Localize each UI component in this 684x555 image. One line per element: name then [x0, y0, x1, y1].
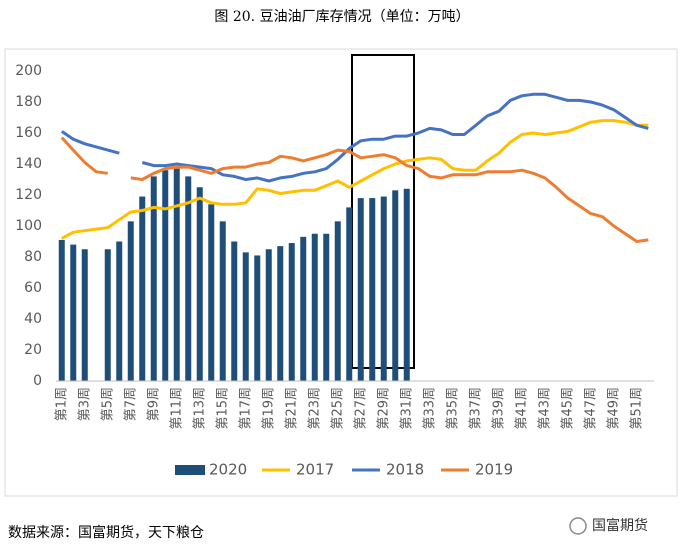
y-tick-label: 140 — [15, 156, 42, 172]
legend-label: 2017 — [296, 461, 334, 479]
bar — [277, 246, 284, 381]
x-tick-label: 第49周 — [606, 387, 621, 430]
x-tick-label: 第17周 — [238, 387, 253, 430]
x-tick-label: 第45周 — [560, 387, 575, 430]
x-tick-label: 第19周 — [261, 387, 276, 430]
x-tick-label: 第51周 — [629, 387, 644, 430]
y-tick-label: 60 — [24, 280, 42, 296]
bar — [127, 221, 134, 381]
x-tick-label: 第3周 — [77, 387, 92, 421]
bar — [254, 255, 261, 381]
bar — [300, 236, 307, 381]
x-tick-label: 第31周 — [399, 387, 414, 430]
bar — [288, 243, 295, 381]
y-tick-label: 100 — [15, 218, 42, 234]
y-tick-label: 20 — [24, 342, 42, 358]
bar — [242, 252, 249, 381]
x-tick-label: 第7周 — [123, 387, 138, 421]
legend-label: 2020 — [209, 461, 247, 479]
x-tick-label: 第41周 — [514, 387, 529, 430]
x-tick-label: 第1周 — [54, 387, 69, 421]
x-tick-label: 第13周 — [192, 387, 207, 430]
bar — [380, 196, 387, 381]
bar — [150, 176, 157, 381]
x-tick-label: 第47周 — [583, 387, 598, 430]
line-series — [60, 92, 649, 183]
y-tick-label: 120 — [15, 187, 42, 203]
legend-label: 2018 — [386, 461, 424, 479]
bar — [265, 249, 272, 381]
bar — [369, 198, 376, 381]
y-tick-label: 0 — [33, 373, 42, 389]
bar — [334, 221, 341, 381]
x-tick-label: 第11周 — [169, 387, 184, 430]
x-tick-label: 第25周 — [330, 387, 345, 430]
x-tick-label: 第27周 — [353, 387, 368, 430]
x-tick-label: 第9周 — [146, 387, 161, 421]
bar — [346, 207, 353, 381]
bar — [231, 241, 238, 381]
x-tick-label: 第33周 — [422, 387, 437, 430]
x-tick-label: 第29周 — [376, 387, 391, 430]
logo-icon — [569, 517, 587, 535]
bar — [219, 221, 226, 381]
bar — [323, 233, 330, 381]
bar — [208, 204, 215, 381]
bar — [311, 233, 318, 381]
x-tick-label: 第15周 — [215, 387, 230, 430]
bar — [139, 196, 146, 381]
x-tick-label: 第37周 — [468, 387, 483, 430]
x-tick-label: 第35周 — [445, 387, 460, 430]
bar — [185, 176, 192, 381]
line-series — [61, 119, 649, 240]
x-tick-label: 第5周 — [100, 387, 115, 421]
bar — [70, 244, 77, 381]
y-tick-label: 40 — [24, 311, 42, 327]
y-tick-label: 180 — [15, 94, 42, 110]
x-tick-label: 第39周 — [491, 387, 506, 430]
x-tick-label: 第21周 — [284, 387, 299, 430]
chart-frame — [4, 48, 678, 497]
bar — [357, 198, 364, 381]
bar — [403, 188, 410, 381]
source-note: 数据来源：国富期货，天下粮仓 — [8, 524, 204, 541]
bar — [162, 170, 169, 381]
legend-label: 2019 — [475, 461, 513, 479]
x-tick-label: 第23周 — [307, 387, 322, 430]
bar — [173, 168, 180, 381]
bar — [116, 241, 123, 381]
bar — [58, 239, 65, 381]
y-tick-label: 80 — [24, 249, 42, 265]
bar — [81, 249, 88, 381]
line-series — [60, 136, 649, 243]
legend-marker — [175, 465, 205, 475]
y-tick-label: 200 — [15, 63, 42, 79]
y-tick-label: 160 — [15, 125, 42, 141]
bar — [104, 249, 111, 381]
logo-text: 国富期货 — [592, 517, 648, 534]
chart-title: 图 20. 豆油油厂库存情况（单位：万吨） — [214, 9, 469, 25]
x-tick-label: 第43周 — [537, 387, 552, 430]
bar — [196, 187, 203, 381]
bar — [392, 190, 399, 381]
